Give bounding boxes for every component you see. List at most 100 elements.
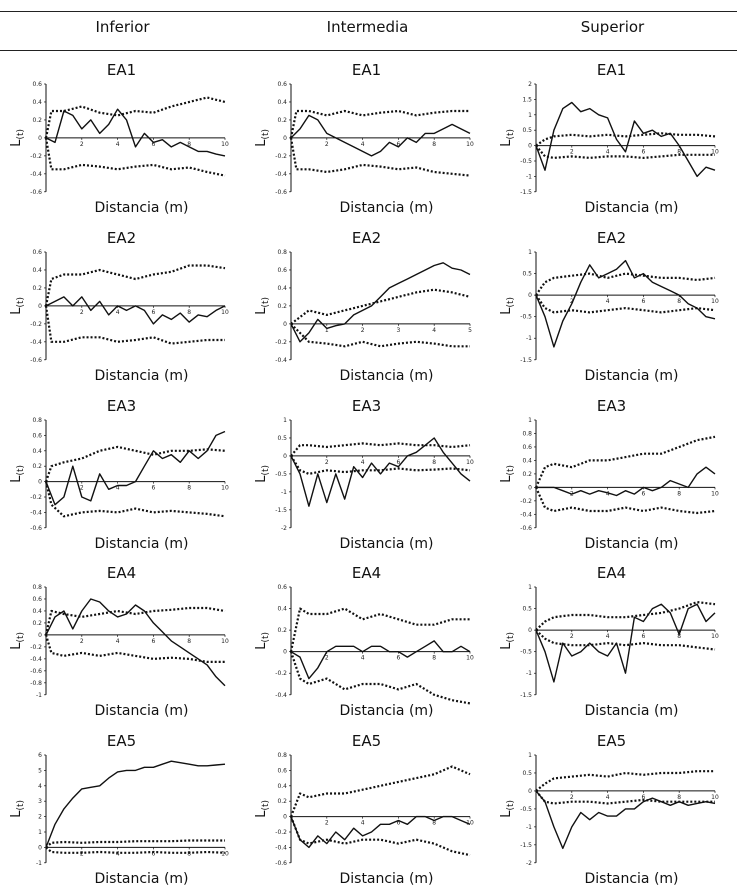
x-tick-label: 8: [677, 149, 681, 156]
chart-title: EA2: [352, 229, 381, 247]
x-tick-label: 8: [677, 794, 681, 801]
x-tick-label: 6: [641, 634, 645, 641]
y-tick-label: 0.2: [277, 117, 287, 124]
chart-panel: EA5 L(t) 1 0.5 0 -0.5 -1 -1.5 -2 2 4 6 8 10 Distancia …: [496, 729, 727, 889]
x-tick-label: 4: [361, 655, 365, 662]
upper-envelope-line: [44, 445, 226, 482]
y-tick-label: -0.2: [275, 339, 287, 346]
y-tick-label: 0.5: [522, 770, 532, 777]
x-tick-label: 4: [116, 484, 120, 491]
observed-series-line: [45, 430, 226, 505]
chart-panel: EA2 L(t) 0.8 0.6 0.4 0.2 0 -0.2 -0.4 1 2 3 4 5 Distanc…: [251, 225, 482, 386]
y-tick-label: -0.2: [275, 153, 287, 160]
y-tick-label: 0.2: [32, 463, 42, 470]
y-axis-label: L(t): [499, 297, 516, 315]
y-tick-label: 0: [528, 628, 532, 635]
chart-title: EA4: [352, 564, 381, 582]
y-tick-label: 1: [528, 584, 532, 591]
chart-title: EA3: [352, 397, 381, 415]
lower-envelope-line: [535, 629, 716, 651]
y-tick-label: 0.4: [277, 606, 287, 613]
chart-panel: EA5 L(t) 0.8 0.6 0.4 0.2 0 -0.2 -0.4 -0.6 2 4 6 8 10 Di…: [251, 729, 482, 889]
chart-title: EA4: [597, 564, 626, 582]
header-top-rule: [0, 11, 737, 12]
x-tick-label: 2: [80, 851, 84, 858]
y-tick-label: -0.6: [275, 860, 287, 867]
observed-series-line: [535, 259, 716, 348]
x-axis-label: Distancia (m): [340, 200, 434, 216]
x-tick-label: 6: [641, 490, 645, 497]
lower-envelope-line: [535, 144, 715, 159]
observed-series-line: [535, 603, 716, 683]
x-tick-label: 4: [361, 820, 365, 827]
x-tick-label: 2: [570, 149, 574, 156]
upper-envelope-line: [289, 109, 470, 139]
upper-envelope-line: [535, 272, 716, 296]
y-axis-label: L(t): [9, 465, 26, 483]
observed-series-line: [536, 466, 716, 496]
x-tick-label: 2: [570, 794, 574, 801]
upper-envelope-line: [289, 607, 470, 653]
x-tick-label: 8: [187, 484, 191, 491]
x-tick-label: 6: [641, 149, 645, 156]
y-axis-label: L(t): [9, 632, 26, 650]
y-tick-label: 0.6: [32, 596, 42, 603]
y-axis-label: L(t): [254, 129, 271, 147]
upper-envelope-line: [290, 441, 471, 457]
y-tick-label: -1: [526, 335, 532, 342]
y-tick-label: 0.8: [32, 584, 42, 591]
lower-envelope-line: [289, 816, 471, 857]
x-tick-label: 10: [221, 638, 229, 645]
chart-svg: EA4 L(t) 1 0.5 0 -0.5 -1 -1.5 2 4 6 8 10 Distancia (m…: [499, 564, 719, 719]
y-tick-label: -0.5: [520, 158, 532, 165]
lower-envelope-line: [44, 305, 225, 345]
y-tick-label: 0.2: [32, 117, 42, 124]
y-tick-label: -0.4: [30, 339, 42, 346]
chart-svg: EA1 L(t) 0.6 0.4 0.2 0 -0.2 -0.4 -0.6 2 4 6 8 10 Dista…: [254, 61, 474, 216]
chart-svg: EA5 L(t) 1 0.5 0 -0.5 -1 -1.5 -2 2 4 6 8 10 Distancia …: [499, 732, 719, 887]
x-tick-label: 2: [80, 309, 84, 316]
y-tick-label: 0: [38, 632, 42, 639]
y-axis-label: L(t): [499, 129, 516, 147]
y-tick-label: 1.5: [522, 96, 532, 103]
x-tick-label: 10: [466, 655, 474, 662]
y-tick-label: 0.2: [522, 470, 532, 477]
chart-svg: EA3 L(t) 1 0.5 0 -0.5 -1 -1.5 -2 2 4 6 8 10 Distancia …: [254, 397, 474, 552]
x-tick-label: 10: [711, 298, 719, 305]
chart-panel: EA1 L(t) 0.6 0.4 0.2 0 -0.2 -0.4 -0.6 2 4 6 8 10 Dista…: [6, 58, 237, 218]
y-tick-label: 0.2: [32, 285, 42, 292]
y-tick-label: 0.6: [32, 81, 42, 88]
x-axis-label: Distancia (m): [340, 368, 434, 384]
y-tick-label: -1.5: [520, 189, 532, 196]
observed-series-line: [45, 295, 226, 325]
lower-envelope-line: [289, 651, 471, 705]
x-tick-label: 10: [466, 820, 474, 827]
x-tick-label: 8: [677, 298, 681, 305]
column-header-superior: Superior: [580, 18, 645, 36]
x-axis-label: Distancia (m): [95, 368, 189, 384]
y-tick-label: -0.5: [520, 806, 532, 813]
y-tick-label: 5: [38, 768, 42, 775]
y-tick-label: -0.5: [275, 470, 287, 477]
y-tick-label: -0.4: [275, 692, 287, 699]
x-tick-label: 2: [325, 820, 329, 827]
upper-envelope-line: [45, 839, 225, 849]
y-tick-label: 0.2: [277, 303, 287, 310]
y-tick-label: 2: [528, 81, 532, 88]
y-tick-label: 0.4: [32, 447, 42, 454]
upper-envelope-line: [534, 435, 716, 488]
y-tick-label: 0.4: [277, 783, 287, 790]
y-tick-label: -0.6: [275, 189, 287, 196]
lower-envelope-line: [289, 137, 471, 177]
y-tick-label: 0: [38, 135, 42, 142]
chart-panel: EA4 L(t) 0.8 0.6 0.4 0.2 0 -0.2 -0.4 -0.6 -0.8 -1 2 4…: [6, 561, 237, 722]
y-tick-label: 0.6: [277, 81, 287, 88]
upper-envelope-line: [44, 96, 226, 139]
x-tick-label: 2: [80, 484, 84, 491]
x-tick-label: 2: [361, 327, 365, 334]
chart-svg: EA3 L(t) 0.8 0.6 0.4 0.2 0 -0.2 -0.4 -0.6 2 4 6 8 10 Di…: [9, 397, 229, 552]
y-tick-label: -0.4: [30, 171, 42, 178]
x-tick-label: 10: [221, 484, 229, 491]
y-tick-label: 0.4: [522, 457, 532, 464]
